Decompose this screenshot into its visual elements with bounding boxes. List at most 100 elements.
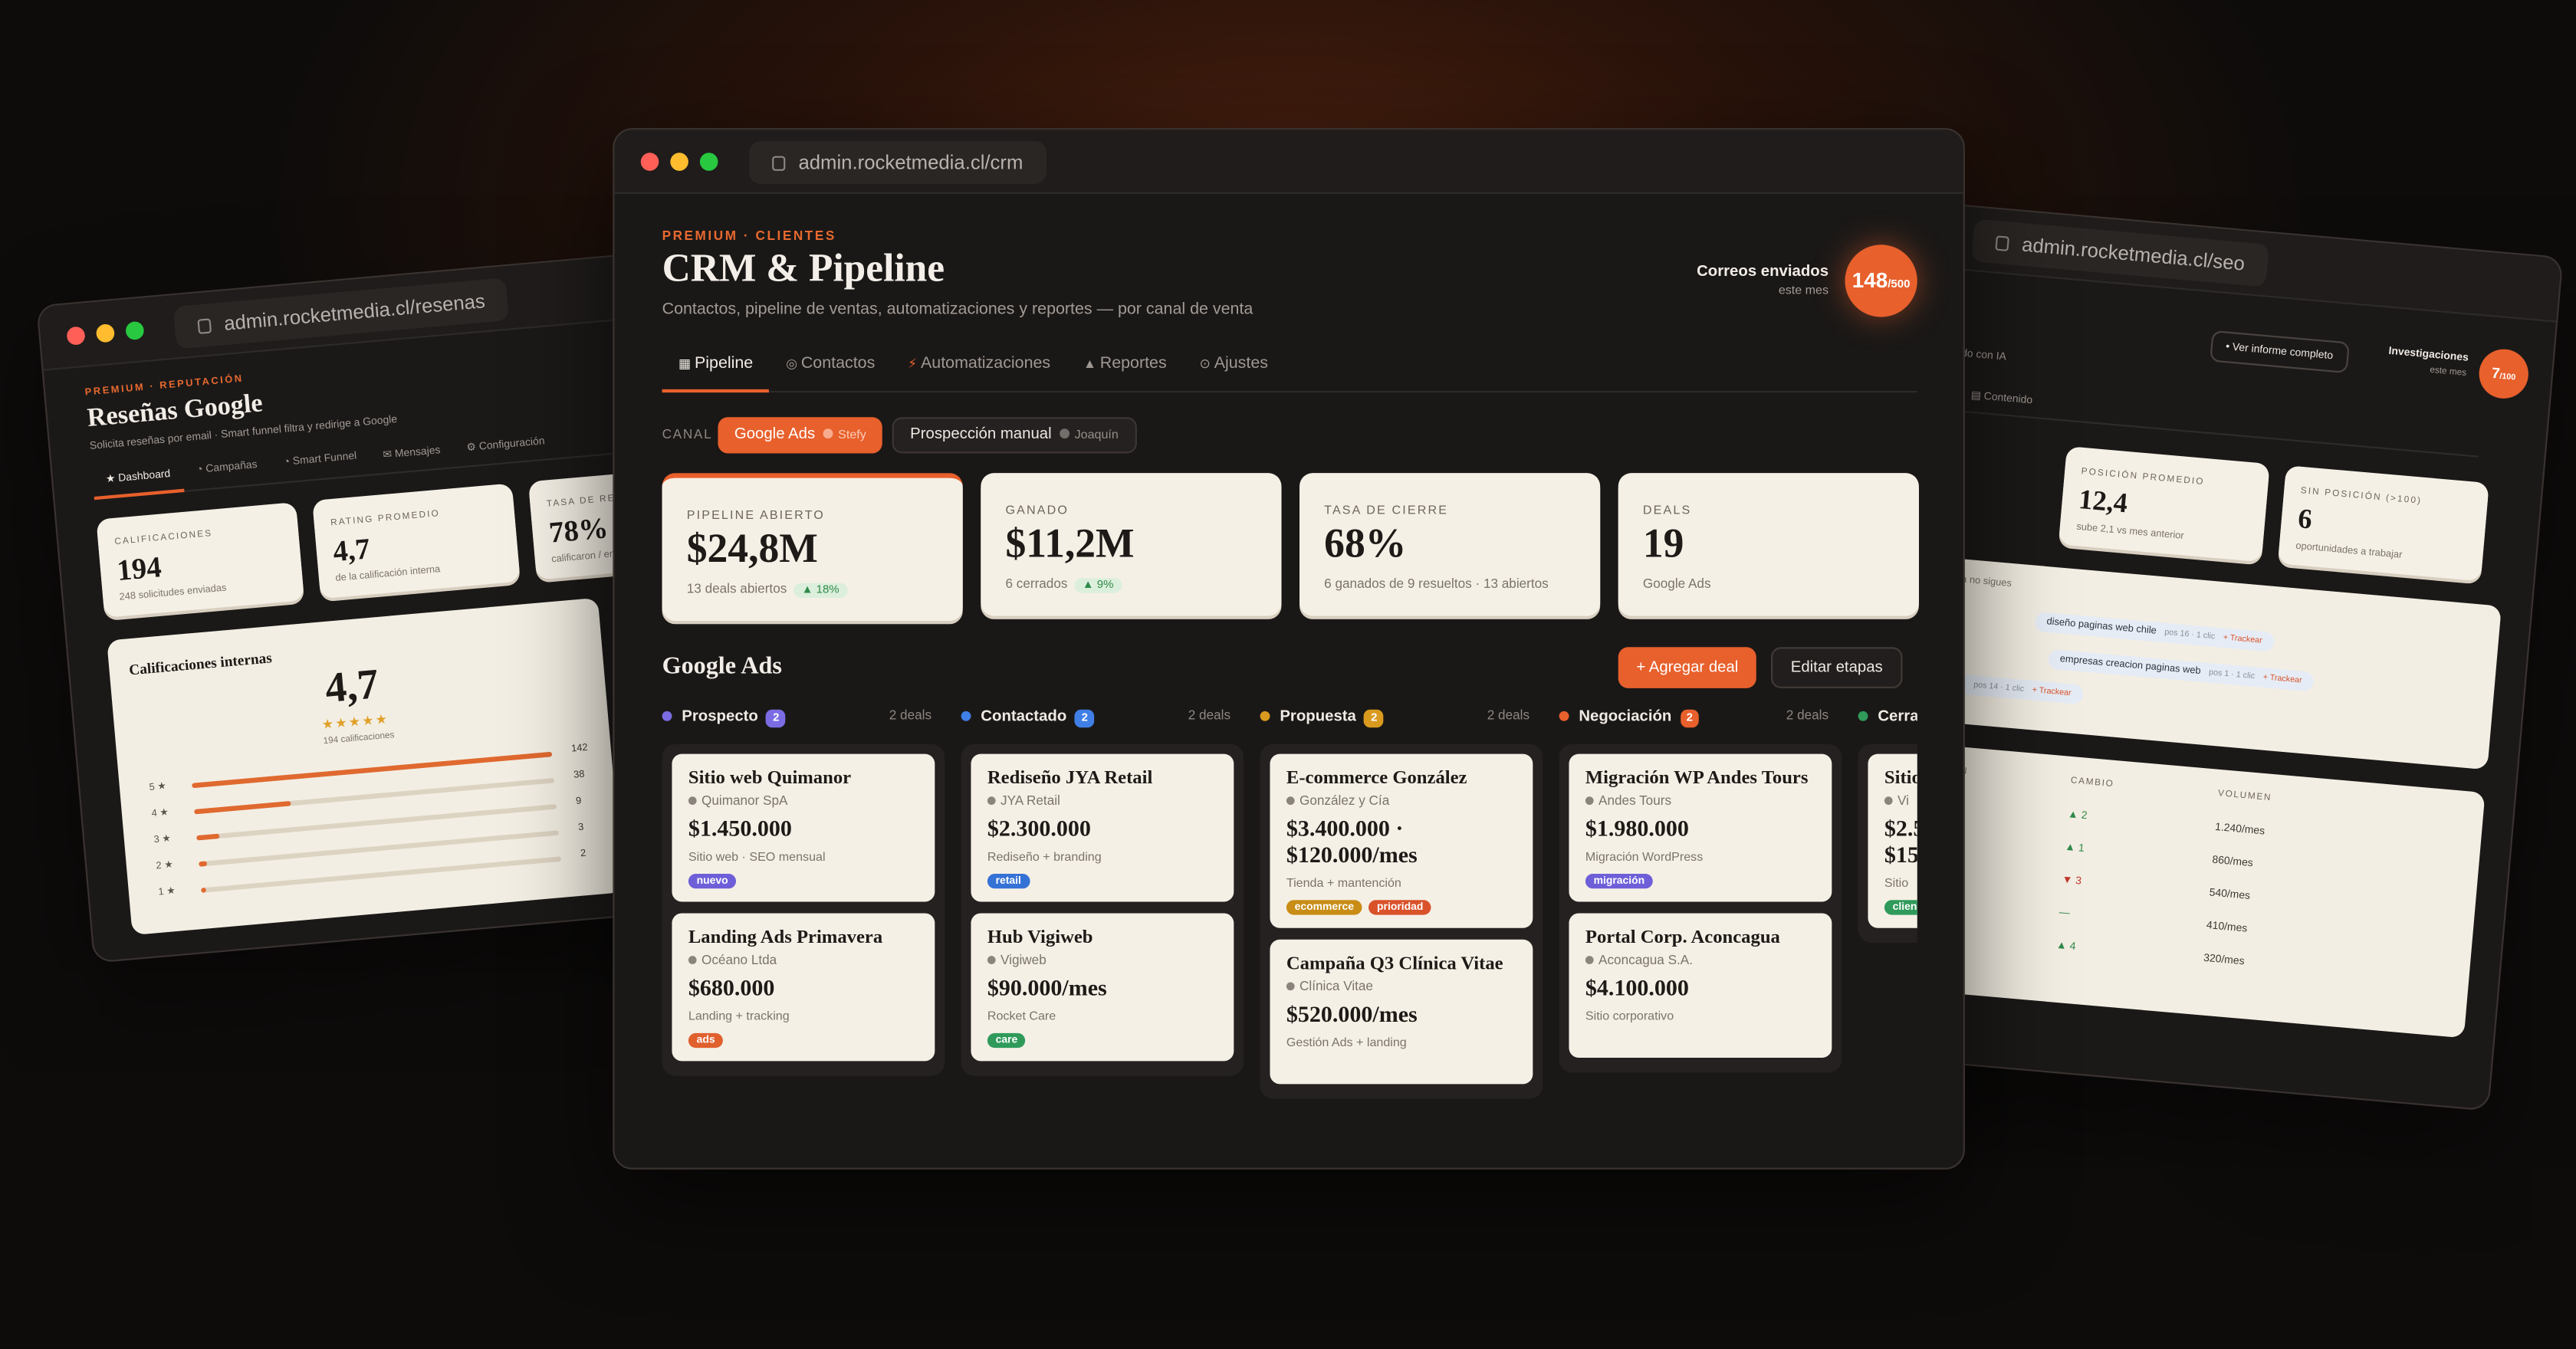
deal-company: Vigiweb xyxy=(987,953,1217,967)
window-dot[interactable] xyxy=(699,153,718,171)
channel-owner: Stefy xyxy=(823,427,866,441)
table-cell: ▼ 3 xyxy=(2061,874,2082,888)
url-bar[interactable]: admin.rocketmedia.cl/crm xyxy=(749,141,1046,185)
stage-deals: 2 deals xyxy=(1188,707,1231,723)
column-header: Prospecto 2 2 deals xyxy=(662,708,945,734)
tab[interactable]: ▦ Pipeline xyxy=(662,354,770,393)
deal-tag: clien xyxy=(1884,900,1917,915)
column-header: Contactado 2 2 deals xyxy=(961,708,1244,734)
kpi-card: CALIFICACIONES 194 248 solicitudes enviada… xyxy=(96,502,304,618)
deal-title: Sitio web Quimanor xyxy=(688,768,852,789)
tab[interactable]: ⚙ Configuración xyxy=(465,435,546,455)
report-button[interactable]: • Ver informe completo xyxy=(2210,330,2349,374)
deal-title: Landing Ads Primavera xyxy=(688,927,883,948)
rating-count: 2 xyxy=(580,849,587,860)
kpi-card: SIN POSICIÓN (>100) 6 oportunidades a trab… xyxy=(2277,465,2489,582)
deal-card[interactable]: Sitio Vi $2.5$15 Sitio clien xyxy=(1868,753,1917,928)
kpi-sub: 6 cerrados ▲ 9% xyxy=(1005,576,1122,593)
tab[interactable]: ◔ Smart Funnel xyxy=(283,450,357,469)
tab-icon: ▦ xyxy=(678,356,695,372)
window-dot[interactable] xyxy=(125,320,145,341)
deal-amount: $1.450.000 xyxy=(688,818,792,843)
tab[interactable]: ⚡ Automatizaciones xyxy=(892,355,1067,391)
rating-count: 38 xyxy=(573,770,586,782)
channel-chip[interactable]: Prospección manual Joaquín xyxy=(892,417,1137,454)
window-dot[interactable] xyxy=(640,153,659,171)
column-header: Negociación 2 2 deals xyxy=(1559,708,1842,734)
deal-card[interactable]: Migración WP Andes Tours Andes Tours $1.98… xyxy=(1569,753,1832,902)
kpi-sub: 13 deals abiertos ▲ 18% xyxy=(687,582,848,599)
kpi-sub: sube 2,1 vs mes anterior xyxy=(2075,523,2185,543)
tab[interactable]: ✉ Mensajes xyxy=(382,445,442,462)
table-cell: 860/mes xyxy=(2211,854,2254,870)
deal-description: Rediseño + branding xyxy=(987,848,1102,865)
deal-card[interactable]: Portal Corp. Aconcagua Aconcagua S.A. $4.1… xyxy=(1569,913,1832,1059)
column-body: Rediseño JYA Retail JYA Retail $2.300.000 R… xyxy=(961,743,1244,1076)
score: 4,7 xyxy=(323,659,381,712)
kpi-label: CALIFICACIONES xyxy=(113,529,213,548)
tab[interactable]: ◔ Campañas xyxy=(196,459,258,477)
tab-label: Pipeline xyxy=(694,354,754,373)
table-cell: 410/mes xyxy=(2206,920,2248,935)
emails-total: /500 xyxy=(1888,279,1911,291)
stage-dot xyxy=(1559,711,1569,721)
deal-amount: $1.980.000 xyxy=(1585,818,1689,843)
stage-dot xyxy=(1260,711,1270,721)
keyword: empresas creacion paginas web xyxy=(2059,655,2202,678)
kpi-sub: de la calificación interna xyxy=(335,565,441,585)
edit-stages-button[interactable]: Editar etapas xyxy=(1771,647,1903,688)
emails-badge: 148/500 xyxy=(1845,245,1917,317)
stage-deals: 2 deals xyxy=(1487,707,1530,723)
deal-tags: care xyxy=(987,1032,1217,1049)
kpi-card: DEALS 19 Google Ads xyxy=(1618,473,1919,616)
deal-card[interactable]: Sitio web Quimanor Quimanor SpA $1.450.000… xyxy=(672,753,935,902)
deal-card[interactable]: Hub Vigiweb Vigiweb $90.000/mes Rocket Care… xyxy=(971,913,1234,1062)
deal-tags: clien xyxy=(1884,900,1917,915)
url-bar[interactable]: admin.rocketmedia.cl/resenas xyxy=(172,277,510,350)
column-body: Migración WP Andes Tours Andes Tours $1.98… xyxy=(1559,743,1842,1073)
window-dot[interactable] xyxy=(66,326,86,346)
url-bar[interactable]: admin.rocketmedia.cl/seo xyxy=(1970,218,2270,287)
stage-name: Cerra xyxy=(1878,707,1917,727)
kanban-column: Cerra Sitio Vi $2.5$15 Sitio clien xyxy=(1858,707,1917,944)
track-link[interactable]: + Trackear xyxy=(2262,672,2303,686)
tab[interactable]: ▲ Reportes xyxy=(1067,355,1184,391)
table-cell: ▲ 2 xyxy=(2067,809,2088,822)
track-link[interactable]: + Trackear xyxy=(2032,685,2072,699)
deal-card[interactable]: Campaña Q3 Clínica Vitae Clínica Vitae $52… xyxy=(1270,939,1533,1085)
tab[interactable]: ⊙ Ajustes xyxy=(1183,355,1284,391)
window-dot[interactable] xyxy=(670,153,688,171)
window-dot[interactable] xyxy=(95,323,116,343)
tab[interactable]: ▤ Contenido xyxy=(1970,389,2033,407)
deal-card[interactable]: Landing Ads Primavera Océano Ltda $680.000… xyxy=(672,913,935,1062)
kanban-column: Contactado 2 2 deals Rediseño JYA Retail JYA… xyxy=(961,708,1244,1076)
deal-title: Rediseño JYA Retail xyxy=(987,768,1153,789)
stage-deals: 2 deals xyxy=(889,707,932,723)
deal-card[interactable]: Rediseño JYA Retail JYA Retail $2.300.000 R… xyxy=(971,753,1234,902)
keyword: diseño paginas web chile xyxy=(2045,617,2157,637)
stage-count: 2 xyxy=(1074,709,1095,728)
keyword-chip[interactable]: empresas creacion paginas web pos 1 · 1 c… xyxy=(2047,648,2315,692)
channel-name: Google Ads xyxy=(734,425,816,444)
keyword-chip[interactable]: diseño paginas web chile pos 16 · 1 clic +… xyxy=(2034,611,2275,652)
tab[interactable]: ★ Dashboard xyxy=(92,465,186,501)
deal-card[interactable]: E-commerce González González y Cía $3.400.… xyxy=(1270,753,1533,928)
track-link[interactable]: + Trackear xyxy=(2223,632,2263,647)
stage-dot xyxy=(961,711,971,721)
kpi-card: TASA DE CIERRE 68% 6 ganados de 9 resuelto… xyxy=(1300,473,1601,616)
deal-tag: retail xyxy=(987,874,1030,889)
deal-amount: $2.300.000 xyxy=(987,818,1091,843)
deal-amount: $2.5 xyxy=(1884,818,1917,843)
deal-tag: migración xyxy=(1585,874,1653,889)
deal-description: Sitio corporativo xyxy=(1585,1008,1674,1024)
kpi-value: 4,7 xyxy=(331,532,372,568)
tab[interactable]: ◎ Contactos xyxy=(770,355,892,391)
kpi-label: SIN POSICIÓN (>100) xyxy=(2300,486,2423,507)
table-cell: — xyxy=(2058,907,2071,920)
keyword-pos: pos 14 · 1 clic xyxy=(1973,680,2025,695)
deal-title: Sitio xyxy=(1884,768,1917,789)
table-cell: 1.240/mes xyxy=(2214,822,2266,838)
channel-chip[interactable]: Google Ads Stefy xyxy=(718,417,883,454)
tab-icon: ⊙ xyxy=(1199,356,1214,372)
add-deal-button[interactable]: + Agregar deal xyxy=(1618,647,1756,688)
